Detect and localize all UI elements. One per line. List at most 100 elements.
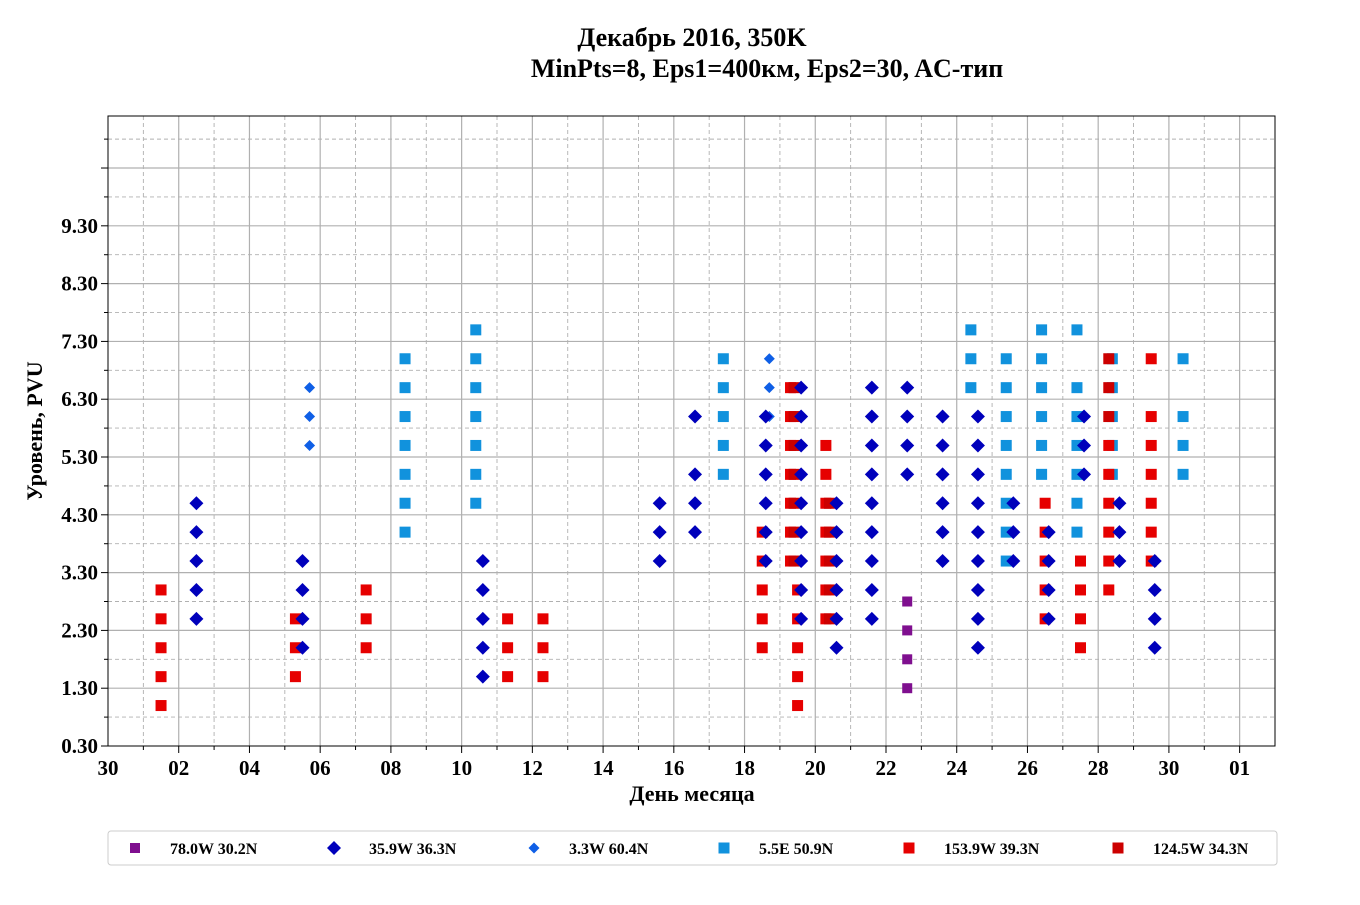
- data-point: [970, 438, 985, 453]
- data-point: [1075, 555, 1086, 567]
- data-point: [470, 353, 482, 365]
- data-point: [1000, 468, 1012, 480]
- data-point: [864, 582, 879, 597]
- data-point: [1075, 613, 1086, 625]
- data-point: [1112, 554, 1127, 569]
- data-point: [1000, 497, 1012, 509]
- data-point: [1000, 439, 1012, 451]
- data-point: [1036, 439, 1048, 451]
- data-point: [189, 582, 204, 597]
- data-point: [970, 611, 985, 626]
- data-point: [155, 613, 167, 625]
- data-point: [900, 409, 915, 424]
- data-point: [1145, 468, 1157, 480]
- data-point: [652, 496, 667, 511]
- data-point: [1147, 554, 1162, 569]
- data-point: [1036, 382, 1048, 394]
- y-axis-label: Уровень, PVU: [22, 361, 47, 500]
- data-point: [794, 582, 809, 597]
- data-point: [470, 439, 482, 451]
- data-point: [902, 683, 913, 694]
- y-tick-label: 2.30: [61, 618, 98, 642]
- data-point: [717, 382, 729, 394]
- data-point: [399, 468, 411, 480]
- data-point: [965, 324, 977, 336]
- x-tick-label: 02: [168, 756, 189, 780]
- data-point: [788, 526, 800, 538]
- y-tick-label: 0.30: [61, 734, 98, 758]
- data-point: [794, 611, 809, 626]
- data-point: [823, 497, 835, 509]
- data-point: [652, 554, 667, 569]
- data-point: [1071, 324, 1083, 336]
- data-point: [794, 380, 809, 395]
- data-point: [189, 525, 204, 540]
- data-point: [470, 468, 482, 480]
- data-point: [475, 640, 490, 655]
- data-point: [1041, 525, 1056, 540]
- data-point: [763, 382, 775, 394]
- data-point: [295, 611, 310, 626]
- data-point: [829, 554, 844, 569]
- data-point: [970, 582, 985, 597]
- x-tick-label: 08: [380, 756, 401, 780]
- data-point: [829, 640, 844, 655]
- legend: [107, 830, 1278, 866]
- data-point: [1075, 642, 1086, 654]
- legend-marker: [327, 841, 341, 855]
- data-point: [794, 438, 809, 453]
- x-tick-label: 28: [1088, 756, 1109, 780]
- legend-marker: [1112, 842, 1124, 854]
- data-point: [970, 409, 985, 424]
- data-point: [788, 468, 800, 480]
- data-point: [864, 525, 879, 540]
- data-point: [900, 467, 915, 482]
- data-point: [1006, 496, 1021, 511]
- x-tick-label: 26: [1017, 756, 1038, 780]
- data-point: [304, 439, 316, 451]
- data-point: [794, 554, 809, 569]
- data-point: [537, 613, 549, 625]
- data-point: [935, 525, 950, 540]
- data-point: [970, 525, 985, 540]
- data-point: [864, 554, 879, 569]
- data-point: [758, 525, 773, 540]
- data-point: [758, 438, 773, 453]
- data-point: [788, 555, 800, 567]
- data-point: [502, 613, 514, 625]
- data-point: [965, 353, 977, 365]
- data-point: [1006, 525, 1021, 540]
- data-point: [470, 382, 482, 394]
- x-tick-label: 30: [1158, 756, 1179, 780]
- chart-title: Декабрь 2016, 350K: [577, 23, 807, 52]
- data-point: [823, 613, 835, 625]
- y-tick-label: 4.30: [61, 503, 98, 527]
- data-point: [717, 411, 729, 423]
- data-point: [502, 642, 514, 654]
- data-point: [360, 584, 372, 596]
- data-point: [399, 353, 411, 365]
- data-point: [1112, 525, 1127, 540]
- legend-label: 153.9W 39.3N: [944, 841, 1040, 858]
- x-tick-label: 30: [98, 756, 119, 780]
- data-point: [1177, 439, 1189, 451]
- data-point: [1103, 468, 1115, 480]
- data-point: [900, 438, 915, 453]
- data-point: [823, 555, 835, 567]
- legend-label: 124.5W 34.3N: [1153, 841, 1249, 858]
- data-point: [829, 496, 844, 511]
- data-point: [688, 467, 703, 482]
- plot-area: [107, 115, 1276, 747]
- data-point: [399, 411, 411, 423]
- data-point: [399, 497, 411, 509]
- x-tick-label: 20: [805, 756, 826, 780]
- data-point: [1077, 409, 1092, 424]
- y-tick-label: 5.30: [61, 445, 98, 469]
- data-point: [688, 496, 703, 511]
- x-tick-label: 04: [239, 756, 261, 780]
- data-point: [970, 640, 985, 655]
- axis-ticks: 30 02 04 06 08 10 12 14 16 18 20 22 24 26 28 30 01 0.30 1.…: [61, 138, 1250, 780]
- data-point: [1145, 353, 1157, 365]
- data-point: [758, 554, 773, 569]
- data-point: [935, 409, 950, 424]
